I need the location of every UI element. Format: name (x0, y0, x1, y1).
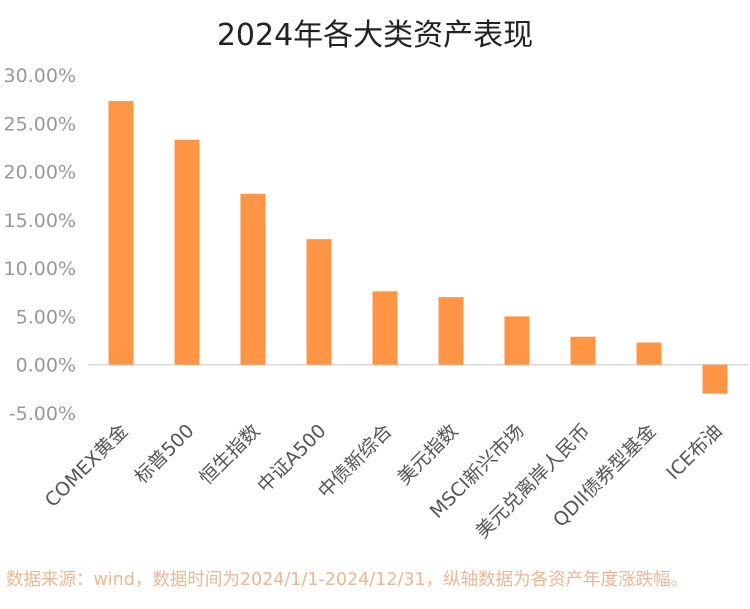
y-tick-label: 25.00% (4, 113, 76, 135)
bar (636, 342, 662, 365)
bar (372, 291, 398, 365)
y-tick-label: 10.00% (4, 258, 76, 280)
bar (438, 297, 464, 365)
x-tick-label: COMEX黄金 (41, 420, 133, 512)
x-tick-label: 标普500 (130, 420, 198, 488)
bars (108, 101, 728, 394)
bar (504, 316, 530, 365)
bar (174, 139, 200, 365)
chart-title: 2024年各大类资产表现 (216, 18, 534, 53)
x-tick-label: 美元指数 (393, 420, 462, 489)
bar (306, 239, 332, 365)
y-tick-label: 20.00% (4, 162, 76, 184)
y-tick-label: 0.00% (16, 355, 76, 377)
bar (702, 364, 728, 394)
y-tick-label: 30.00% (4, 65, 76, 87)
x-tick-label: 美元兑离岸人民币 (471, 420, 594, 543)
x-axis-labels: COMEX黄金标普500恒生指数中证A500中债新综合美元指数MSCI新兴市场美… (41, 420, 727, 543)
bar (240, 193, 266, 365)
bar (570, 336, 596, 365)
source-note: 数据来源：wind，数据时间为2024/1/1-2024/12/31，纵轴数据为… (6, 570, 689, 590)
y-tick-label: 15.00% (4, 210, 76, 232)
y-tick-label: 5.00% (16, 306, 76, 328)
y-tick-label: -5.00% (9, 403, 76, 425)
y-axis-ticks: 30.00% 25.00% 20.00% 15.00% 10.00% 5.00% 0.00%… (4, 65, 76, 425)
x-tick-label: 恒生指数 (195, 420, 264, 489)
x-tick-label: ICE布油 (662, 420, 726, 484)
bar (108, 101, 134, 365)
